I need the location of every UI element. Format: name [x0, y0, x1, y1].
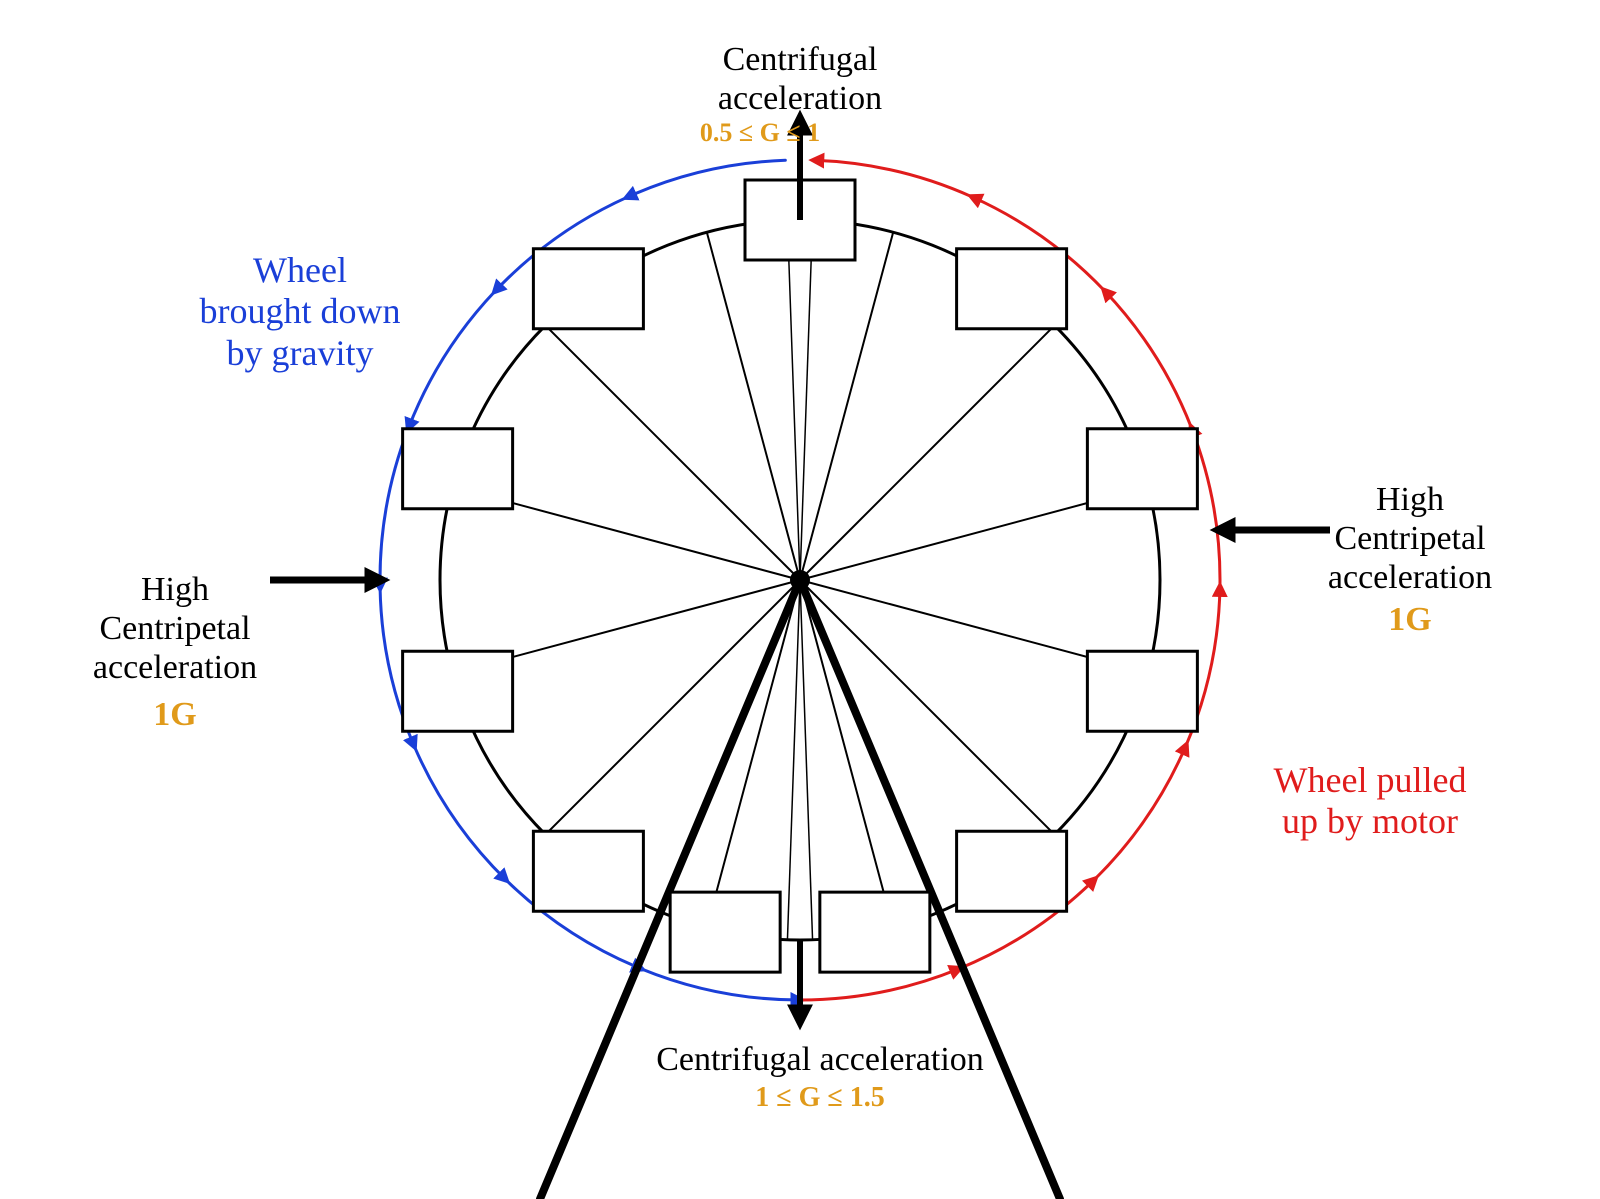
ferris-cabin	[1087, 651, 1197, 731]
wheel-spoke	[800, 580, 813, 940]
label-top_range: 0.5 ≤ G ≤ 1	[700, 118, 820, 148]
wheel-spoke	[800, 325, 1055, 580]
label-bottom_range: 1 ≤ G ≤ 1.5	[755, 1082, 885, 1114]
ferris-cabin	[403, 651, 513, 731]
red-direction-arc-segment	[1105, 291, 1192, 428]
ferris-cabin	[957, 249, 1067, 329]
label-left_value: 1G	[153, 695, 196, 734]
ferris-cabin	[820, 892, 930, 972]
ferris-cabin	[403, 429, 513, 509]
label-left_title: High Centripetal acceleration	[93, 570, 257, 687]
ferris-cabin	[957, 831, 1067, 911]
wheel-spoke	[707, 580, 800, 928]
ferris-cabin	[670, 892, 780, 972]
label-top_title: Centrifugal acceleration	[718, 40, 882, 118]
label-right_title: High Centripetal acceleration	[1328, 480, 1492, 597]
wheel-spoke	[787, 220, 800, 580]
wheel-spoke	[707, 232, 800, 580]
wheel-spoke	[545, 580, 800, 835]
wheel-spoke	[800, 580, 893, 928]
wheel-hub	[790, 570, 810, 590]
blue-direction-arc-segment	[409, 291, 496, 428]
label-red_caption: Wheel pulled up by motor	[1274, 760, 1467, 843]
wheel-spoke	[545, 325, 800, 580]
label-blue_caption: Wheel brought down by gravity	[200, 250, 401, 374]
wheel-spoke	[787, 580, 800, 940]
label-right_value: 1G	[1388, 600, 1431, 639]
ferris-cabin	[1087, 429, 1197, 509]
wheel-spoke	[800, 220, 813, 580]
label-bottom_title: Centrifugal acceleration	[656, 1040, 984, 1079]
ferris-cabin	[533, 249, 643, 329]
ferris-cabin	[533, 831, 643, 911]
wheel-spoke	[800, 580, 1055, 835]
wheel-spoke	[800, 232, 893, 580]
